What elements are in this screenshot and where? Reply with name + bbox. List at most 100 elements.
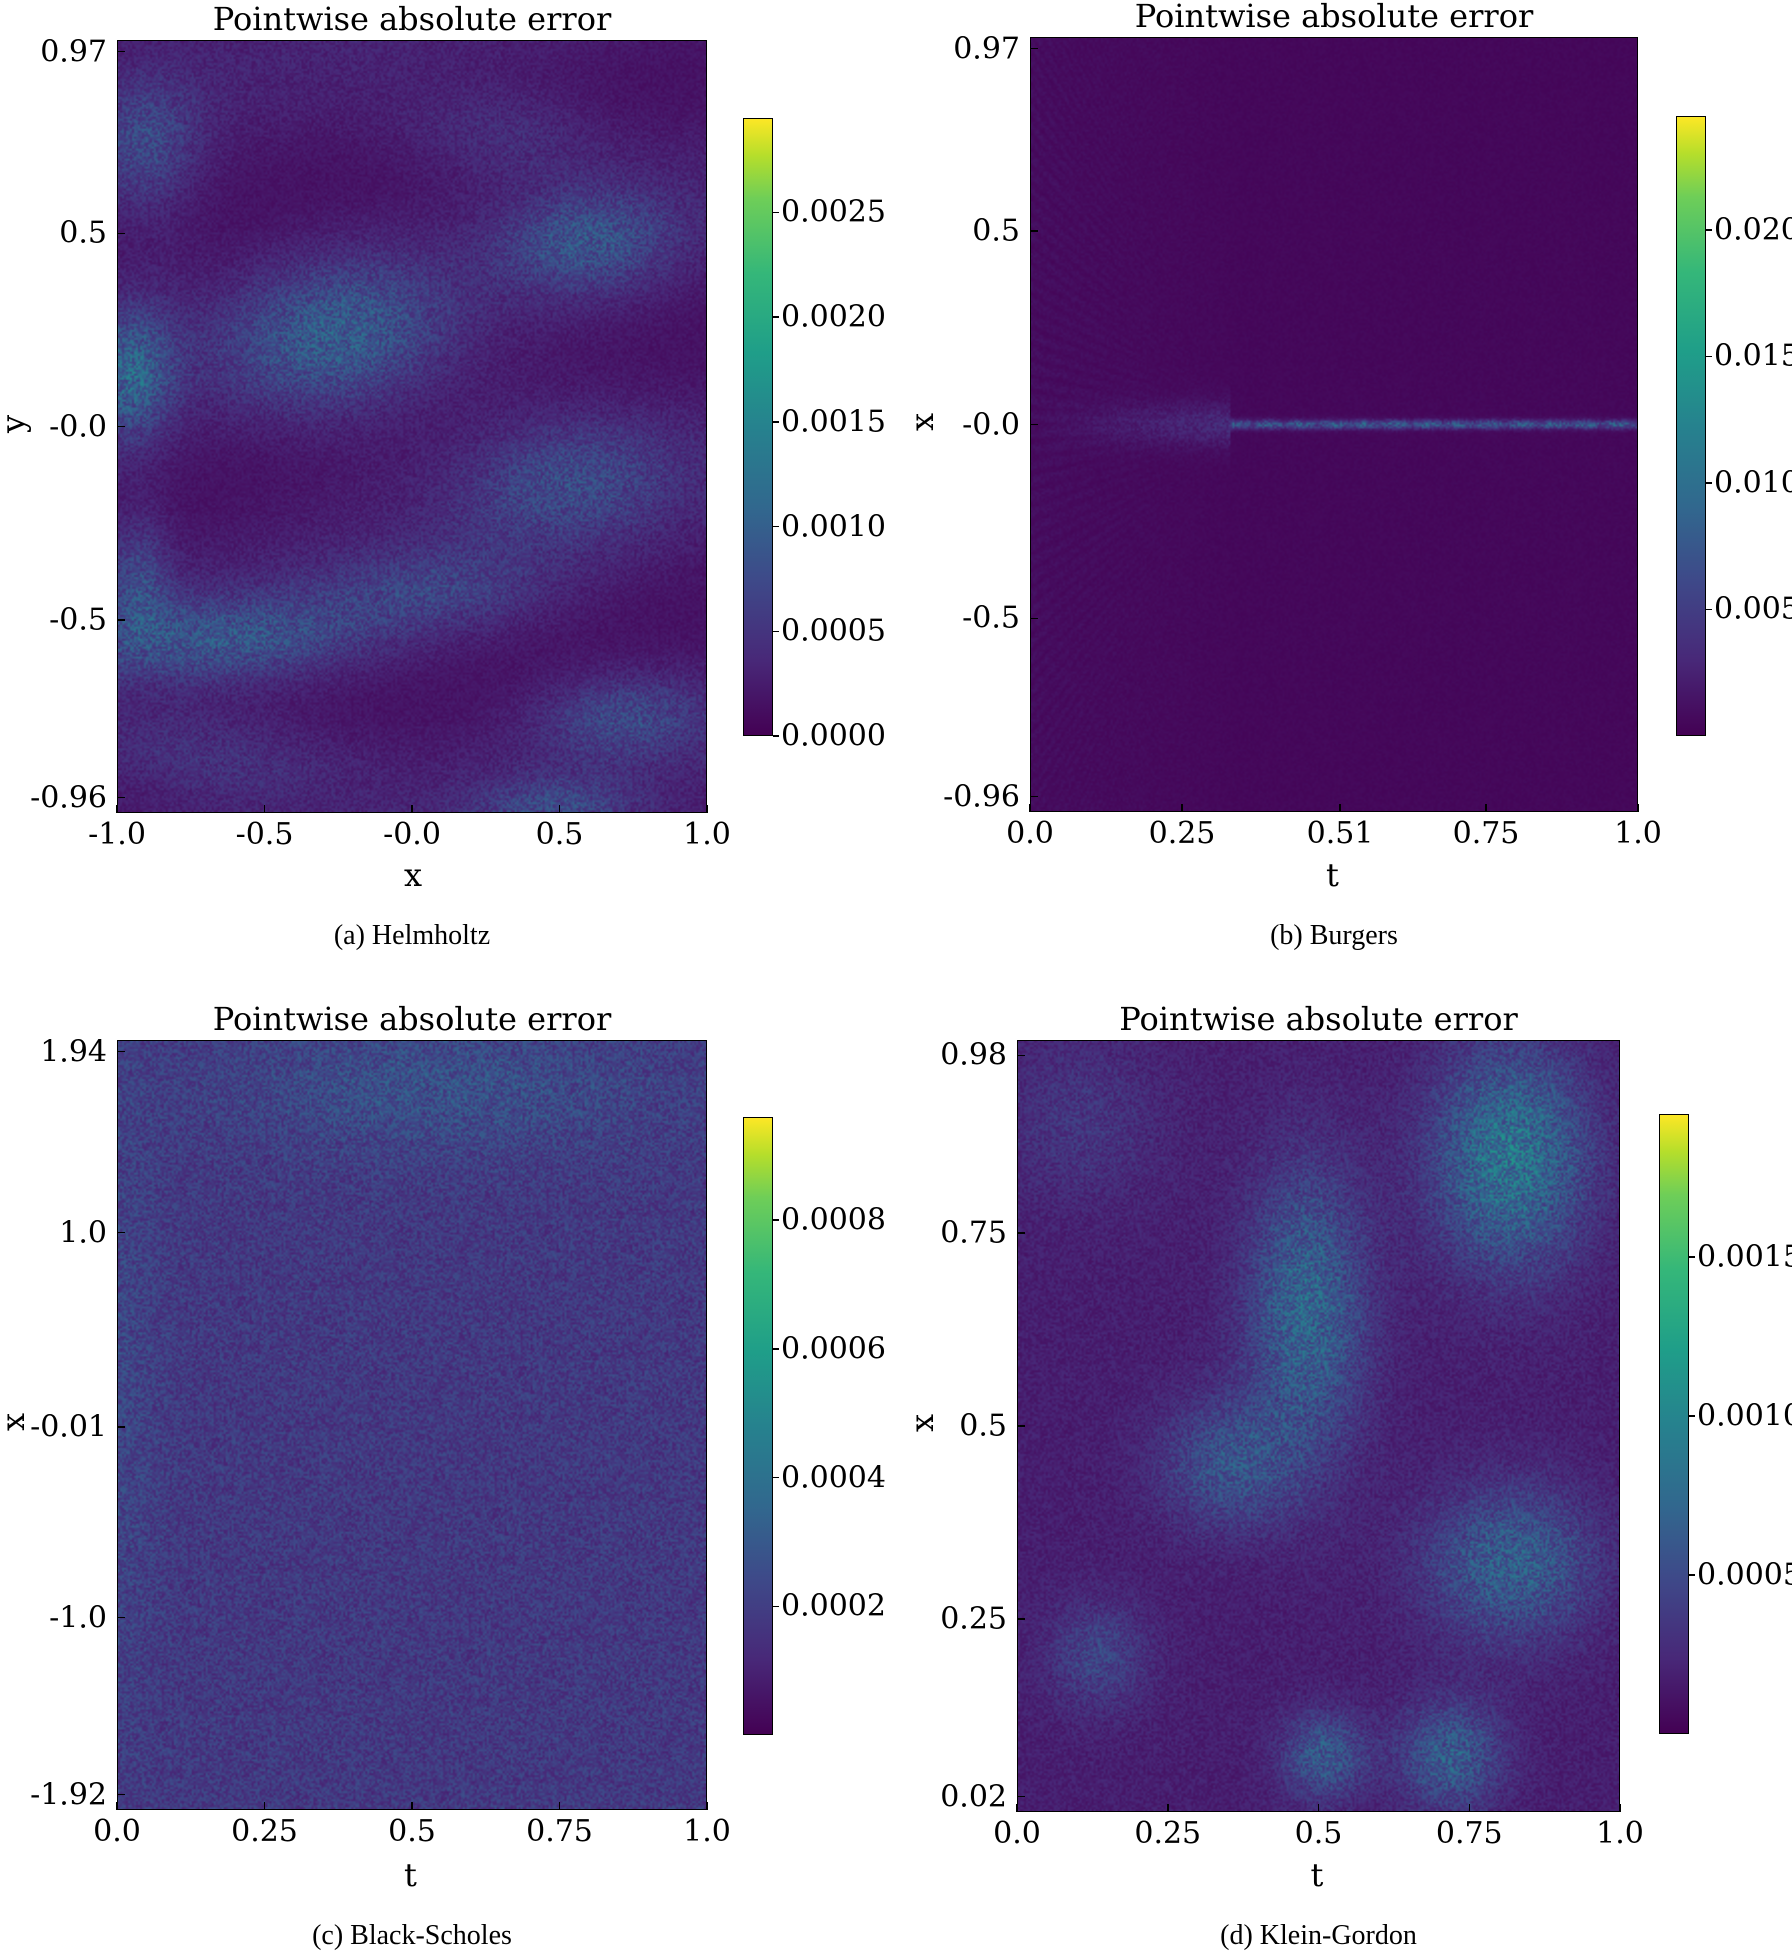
colorbar-tick-mark	[1689, 1415, 1695, 1417]
colorbar-tick-mark	[773, 211, 779, 214]
y-axis-label: x	[0, 1413, 32, 1431]
y-tick-mark	[117, 1616, 125, 1619]
y-tick-mark	[1030, 795, 1038, 798]
colorbar	[743, 118, 773, 736]
y-tick-mark	[1017, 1425, 1025, 1427]
y-tick-label: -0.96	[30, 780, 107, 816]
y-tick-label: -1.92	[30, 1777, 107, 1813]
y-tick-mark	[117, 50, 125, 53]
colorbar-tick-label: 0.0010	[781, 509, 886, 544]
colorbar-tick-mark	[1689, 1256, 1695, 1258]
x-tick-mark	[706, 1802, 708, 1810]
colorbar	[1676, 116, 1706, 736]
subfigure-caption: (c) Black-Scholes	[312, 1920, 512, 1951]
heatmap-cells	[1018, 1041, 1619, 1811]
x-tick-label: 1.0	[683, 817, 731, 852]
y-tick-label: 1.0	[59, 1215, 107, 1250]
colorbar-tick-label: 0.0015	[781, 404, 886, 440]
x-tick-label: 1.0	[683, 1814, 731, 1849]
x-tick-label: 0.75	[1452, 816, 1520, 851]
x-tick-label: 0.25	[1134, 1816, 1202, 1851]
colorbar-tick-mark	[1706, 482, 1712, 484]
colorbar-tick-mark	[1706, 355, 1712, 358]
x-tick-label: -0.0	[383, 817, 441, 852]
x-tick-label: 0.5	[388, 1814, 436, 1849]
y-tick-label: 0.5	[972, 213, 1020, 249]
x-tick-label: 0.75	[526, 1814, 593, 1849]
chart-title: Pointwise absolute error	[212, 0, 612, 38]
colorbar-tick-label: 0.0025	[781, 194, 886, 230]
x-tick-mark	[1619, 1804, 1621, 1812]
chart-title: Pointwise absolute error	[1119, 1000, 1518, 1038]
x-tick-mark	[706, 805, 708, 813]
x-tick-label: 1.0	[1596, 1816, 1644, 1851]
x-tick-label: 0.5	[1294, 1816, 1343, 1851]
x-tick-mark	[1181, 804, 1183, 812]
chart-title: Pointwise absolute error	[212, 1000, 612, 1038]
heatmap-cells	[118, 41, 706, 812]
x-tick-label: 0.75	[1435, 1816, 1503, 1851]
y-tick-mark	[117, 1793, 125, 1796]
y-tick-label: 0.5	[59, 215, 107, 251]
x-tick-mark	[1339, 804, 1341, 812]
heatmap-cells	[1031, 38, 1637, 811]
x-tick-mark	[1317, 1804, 1320, 1812]
y-axis-label: x	[903, 1413, 942, 1433]
y-axis-label: x	[903, 412, 942, 431]
y-tick-label: 0.75	[940, 1215, 1007, 1251]
colorbar-tick-mark	[773, 630, 779, 632]
colorbar-tick-mark	[773, 421, 779, 423]
x-tick-label: -0.5	[235, 817, 294, 852]
colorbar-tick-label: 0.010	[1714, 465, 1792, 501]
y-tick-label: -0.5	[49, 602, 107, 638]
y-tick-label: 0.97	[953, 31, 1020, 67]
x-tick-label: 0.0	[93, 1814, 141, 1849]
colorbar-tick-mark	[1706, 608, 1712, 611]
x-tick-label: 0.25	[1148, 816, 1216, 851]
x-tick-mark	[558, 1802, 561, 1810]
y-tick-mark	[1017, 1795, 1025, 1798]
colorbar-tick-mark	[773, 1219, 779, 1221]
colorbar-tick-mark	[773, 1476, 779, 1479]
x-axis-label: x	[404, 856, 423, 894]
x-tick-mark	[1485, 804, 1487, 812]
x-tick-mark	[1029, 804, 1031, 812]
colorbar-tick-label: 0.0006	[781, 1331, 886, 1367]
y-tick-mark	[1017, 1232, 1025, 1234]
y-tick-label: 0.98	[940, 1037, 1007, 1073]
subfigure-caption: (b) Burgers	[1270, 920, 1398, 951]
x-tick-label: 0.0	[1006, 816, 1054, 851]
subfigure-caption: (d) Klein-Gordon	[1220, 1920, 1417, 1951]
y-tick-mark	[117, 1426, 125, 1428]
colorbar-tick-label: 0.005	[1714, 591, 1792, 627]
heatmap-plot	[1030, 37, 1638, 812]
y-tick-label: 0.25	[940, 1601, 1007, 1637]
y-tick-mark	[1017, 1054, 1025, 1057]
colorbar-tick-mark	[1689, 1574, 1695, 1576]
colorbar-tick-mark	[773, 1348, 779, 1350]
y-tick-mark	[1030, 230, 1038, 232]
x-tick-label: -1.0	[88, 817, 146, 852]
x-tick-mark	[263, 805, 266, 813]
heatmap-plot	[117, 1040, 707, 1810]
x-tick-label: 1.0	[1614, 816, 1662, 851]
y-tick-mark	[117, 619, 125, 621]
x-tick-mark	[411, 805, 413, 813]
x-tick-label: 0.0	[993, 1816, 1041, 1851]
y-tick-mark	[117, 425, 125, 428]
y-tick-mark	[117, 232, 125, 234]
heatmap-plot	[1017, 1040, 1620, 1812]
colorbar-tick-mark	[773, 316, 779, 318]
x-tick-mark	[1468, 1804, 1470, 1812]
x-tick-mark	[1167, 1804, 1169, 1812]
y-tick-mark	[1030, 617, 1038, 619]
y-tick-label: -0.96	[943, 779, 1020, 814]
x-tick-mark	[1637, 804, 1639, 812]
y-axis-label: y	[0, 414, 32, 432]
colorbar-tick-label: 0.0015	[1697, 1239, 1792, 1275]
x-tick-mark	[116, 1802, 118, 1810]
y-tick-label: 0.02	[940, 1779, 1007, 1815]
heatmap-plot	[117, 40, 707, 813]
chart-title: Pointwise absolute error	[1134, 0, 1534, 35]
colorbar-tick-mark	[773, 735, 779, 737]
